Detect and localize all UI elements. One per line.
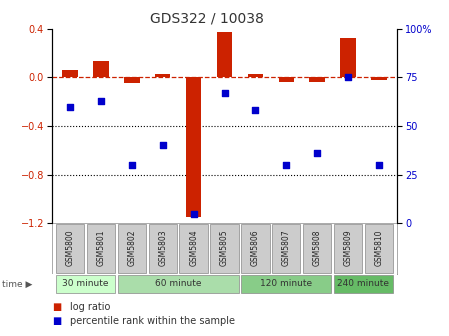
Point [375,162,383,168]
Text: log ratio: log ratio [70,302,110,312]
Text: GSM5801: GSM5801 [97,229,106,266]
Point [159,143,166,148]
Bar [248,74,263,77]
Text: 30 minute: 30 minute [62,280,109,288]
FancyBboxPatch shape [118,275,239,293]
Point [313,151,321,156]
Point [66,104,74,109]
FancyBboxPatch shape [56,224,84,273]
FancyBboxPatch shape [180,224,208,273]
Text: GSM5808: GSM5808 [313,229,321,266]
FancyBboxPatch shape [241,224,269,273]
Text: GSM5805: GSM5805 [220,229,229,266]
Point [128,162,136,168]
Text: ■: ■ [52,316,61,326]
Text: GSM5800: GSM5800 [66,229,75,266]
Bar [155,74,171,77]
Bar [371,77,387,80]
FancyBboxPatch shape [149,224,177,273]
Text: GSM5802: GSM5802 [128,229,136,266]
Bar [62,70,78,77]
Text: GSM5806: GSM5806 [251,229,260,266]
Text: GSM5807: GSM5807 [282,229,291,266]
Point [190,211,197,216]
FancyBboxPatch shape [210,224,239,273]
Text: 60 minute: 60 minute [155,280,202,288]
Point [221,90,228,95]
Text: GDS322 / 10038: GDS322 / 10038 [150,11,264,25]
Text: GSM5803: GSM5803 [158,229,167,266]
Bar [278,77,294,82]
Bar [217,32,232,77]
Bar [340,38,356,77]
Bar [309,77,325,82]
Text: GSM5809: GSM5809 [343,229,352,266]
Text: GSM5810: GSM5810 [374,229,383,266]
Text: 240 minute: 240 minute [337,280,389,288]
Text: time ▶: time ▶ [2,280,33,288]
Point [252,108,259,113]
FancyBboxPatch shape [118,224,146,273]
FancyBboxPatch shape [56,275,115,293]
Text: 120 minute: 120 minute [260,280,313,288]
FancyBboxPatch shape [334,275,393,293]
FancyBboxPatch shape [272,224,300,273]
FancyBboxPatch shape [334,224,362,273]
FancyBboxPatch shape [241,275,331,293]
FancyBboxPatch shape [87,224,115,273]
Bar [186,77,201,217]
Text: GSM5804: GSM5804 [189,229,198,266]
Text: percentile rank within the sample: percentile rank within the sample [70,316,234,326]
Point [344,75,352,80]
FancyBboxPatch shape [303,224,331,273]
FancyBboxPatch shape [365,224,393,273]
Bar [93,61,109,77]
Point [97,98,105,103]
Point [283,162,290,168]
Bar [124,77,140,83]
Text: ■: ■ [52,302,61,312]
